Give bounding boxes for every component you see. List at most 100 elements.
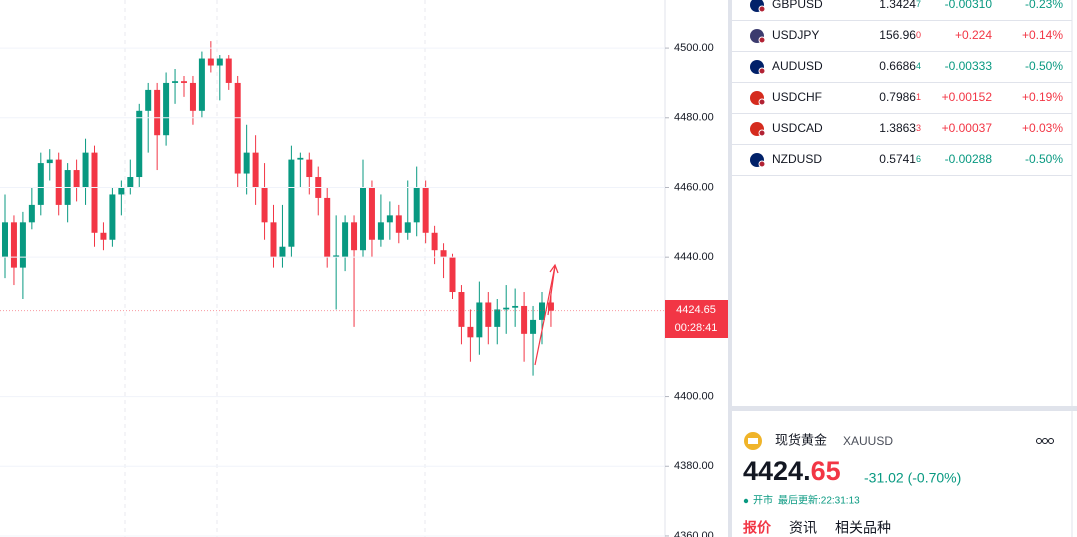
arrow-line [547,265,556,316]
candle-body [458,292,465,327]
change: +0.00152 [942,90,993,104]
more-menu[interactable] [1036,438,1054,444]
candle-body [55,159,62,205]
candle-body [386,215,393,223]
candle-body [351,222,358,251]
change: -0.00310 [945,0,993,11]
watch-row[interactable]: AUDUSD 0.66864 -0.00333 -0.50% [732,59,1072,83]
flag-badge [758,160,766,168]
candle-body [368,187,375,240]
candle-body [297,157,304,160]
y-tick-label: 4480.00 [674,112,714,124]
price: 1.34247 [879,0,921,11]
symbol: GBPUSD [772,0,823,11]
symbol: AUDUSD [772,59,823,73]
watch-row[interactable]: USDCHF 0.79861 +0.00152 +0.19% [732,90,1072,114]
candle-body [252,152,259,188]
candle-body [234,82,241,174]
y-tick-label: 4400.00 [674,390,714,402]
candle-body [431,232,438,251]
countdown: 00:28:41 [675,322,718,334]
percent: -0.23% [1025,0,1063,11]
candle-body [324,197,331,258]
candle-body [82,152,89,188]
last-price-bg [665,300,728,338]
candle-body [333,255,340,258]
candle-body [243,152,250,174]
candle-body [279,246,286,258]
percent: +0.14% [1022,28,1063,42]
candle-body [100,232,107,240]
tab[interactable]: 资讯 [789,520,817,536]
price-tail: 4 [916,61,921,71]
symbol-name: 现货黄金 [775,432,827,447]
candle-body [19,222,26,268]
candle-body [91,152,98,233]
candle-body [440,250,447,258]
symbol: USDCHF [772,90,822,104]
big-price: 4424.65 [743,456,841,486]
candle-body [73,170,80,188]
price-digits: 156.96 [879,28,916,42]
candle-body [395,215,402,233]
tab[interactable]: 相关品种 [835,520,891,536]
candle-body [422,187,429,233]
y-tick-label: 4380.00 [674,460,714,472]
candle-body [360,187,366,251]
y-tick-label: 4460.00 [674,181,714,193]
candle-body [127,177,134,188]
watch-row[interactable]: USDCAD 1.38633 +0.00037 +0.03% [732,121,1072,145]
candle-body [207,58,214,66]
flag-badge [758,98,766,106]
candle-body [198,58,205,111]
gold-icon-bar [748,438,758,444]
watchlist: GBPUSD 1.34247 -0.00310 -0.23% USDJPY 156.96 0… [732,0,1072,176]
watch-row[interactable]: GBPUSD 1.34247 -0.00310 -0.23% [732,0,1072,21]
candle-body [476,302,483,338]
candle-body [172,81,179,83]
candle-body [28,204,35,223]
y-tick-label: 4360.00 [674,530,714,537]
flag-badge [758,67,766,75]
candle-body [136,110,143,178]
symbol: USDJPY [772,28,819,42]
percent: -0.50% [1025,59,1063,73]
candle-body [342,222,349,258]
price-digits: 0.5741 [879,152,916,166]
y-tick-label: 4440.00 [674,251,714,263]
price-change: -31.02 (-0.70%) [864,470,961,486]
price: 1.38633 [879,121,921,135]
candle-body [449,257,456,293]
candle-body [539,302,545,320]
change: -0.00333 [945,59,993,73]
price-digits: 1.3863 [879,121,916,135]
candle-body [145,89,152,111]
candle-body [521,305,528,334]
candle-body [261,187,268,223]
dot [1042,438,1048,444]
watch-row[interactable]: NZDUSD 0.57416 -0.00288 -0.50% [732,152,1072,176]
percent: -0.50% [1025,152,1063,166]
panel-divider [728,0,732,537]
change: +0.224 [955,28,992,42]
dot [1036,438,1042,444]
candle-body [2,222,8,258]
candle-body [37,163,44,205]
arrow-line [534,265,556,366]
candle-body [503,307,510,310]
price-axis: 4500.00 4480.00 4460.00 4440.00 4400.00 4380.… [0,42,714,537]
watch-row[interactable]: USDJPY 156.960 +0.224 +0.14% [732,28,1072,52]
symbol: USDCAD [772,121,823,135]
candle-body [377,222,384,240]
candle-body [485,302,492,327]
dot [1048,438,1054,444]
price-tail: 7 [916,0,921,9]
symbol-panel: 现货黄金 XAUUSD 4424.65 -31.02 (-0.70%) 开市 最… [743,432,1054,536]
symbol-ticker: XAUUSD [843,434,893,448]
panel-divider [732,406,1077,411]
price: 0.57416 [879,152,921,166]
percent: +0.19% [1022,90,1063,104]
price-tail: 3 [916,123,921,133]
tab[interactable]: 报价 [743,520,772,536]
price-decimals: 65 [811,456,841,486]
